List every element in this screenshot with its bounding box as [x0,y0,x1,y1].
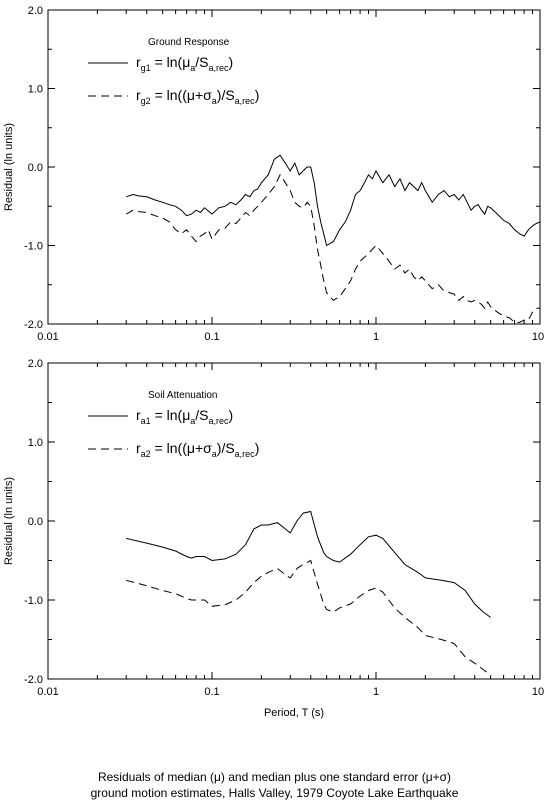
legend-entry-1: ra1 = ln(μa/Sa,rec) [136,407,233,426]
y-tick-label: 0.0 [28,162,43,174]
x-axis-label: Period, T (s) [264,707,324,719]
legend-title: Ground Response [148,37,230,48]
y-axis-label: Residual (ln units) [3,123,15,211]
y-tick-label: 1.0 [28,84,43,96]
y-tick-label: -2.0 [24,319,43,331]
legend-text-part: = ln(( [151,440,188,456]
x-tick-label: 0.01 [37,686,58,698]
legend-text-part: ) [229,407,234,423]
legend-text-part: ) [255,440,260,456]
y-tick-label: 2.0 [28,358,43,370]
legend-entry-2: rg2 = ln((μ+σa)/Sa,rec) [136,87,259,106]
legend-text-part: μ+σ [187,87,212,103]
legend-text-part: g2 [141,96,151,106]
legend-text-part: a [212,449,217,459]
legend-text-part: μ [182,54,190,70]
legend-text-part: a1 [141,416,151,426]
legend-title: Soil Attenuation [148,390,218,401]
legend-text-part: ) [255,87,260,103]
series-line-2 [125,173,540,323]
legend-text-part: /S [195,54,208,70]
legend-entry-1: rg1 = ln(μa/Sa,rec) [136,54,233,73]
x-tick-label: 0.1 [204,331,219,343]
legend-text-part: = ln(( [151,87,188,103]
legend-text-part: /S [195,407,208,423]
plot-frame [47,362,541,680]
x-tick-label: 0.1 [204,686,219,698]
legend-text-part: r [136,54,141,70]
series-line-2 [126,559,491,676]
legend-text-part: r [136,440,141,456]
legend-text-part: ) [229,54,234,70]
legend-text-part: a [190,416,195,426]
caption-line-2: ground motion estimates, Halls Valley, 1… [90,786,459,800]
legend-entry-2: ra2 = ln((μ+σa)/Sa,rec) [136,440,259,459]
x-tick-label: 10 [532,331,544,343]
x-tick-label: 0.01 [37,331,58,343]
legend-text-part: a2 [141,449,151,459]
legend-text-part: r [136,87,141,103]
y-tick-label: 0.0 [28,516,43,528]
legend-text-part: μ [182,407,190,423]
legend-text-part: a,rec [235,96,256,106]
series-line-1 [126,510,491,618]
legend-text-part: r [136,407,141,423]
caption-line-1: Residuals of median (μ) and median plus … [97,770,452,784]
legend-text-part: )/S [217,87,235,103]
legend-text-part: a [190,63,195,73]
figure-caption: Residuals of median (μ) and median plus … [0,769,549,801]
legend-text-part: μ+σ [187,440,212,456]
y-tick-label: -2.0 [24,674,43,686]
legend-text-part: a,rec [209,416,230,426]
x-tick-label: 1 [373,686,379,698]
legend-text-part: a,rec [235,449,256,459]
chart-panel-1: 0.01 0.1 1 10 2.0 1.0 0.0 -1.0 -2.0 Residual (ln … [3,5,544,343]
legend-text-part: )/S [217,440,235,456]
legend-text-part: a,rec [209,63,230,73]
x-tick-label: 10 [532,686,544,698]
y-tick-label: -1.0 [24,595,43,607]
plot-frame [47,9,541,325]
y-tick-label: 1.0 [28,437,43,449]
legend-text-part: a [212,96,217,106]
legend-text-part: g1 [141,63,151,73]
series-line-1 [126,154,541,247]
legend-text-part: = ln( [151,407,183,423]
y-axis-label: Residual (ln units) [3,477,15,565]
y-tick-label: 2.0 [28,5,43,17]
x-tick-label: 1 [373,331,379,343]
chart-panel-2: 0.01 0.1 1 10 2.0 1.0 0.0 -1.0 -2.0 Residual (ln … [3,358,544,719]
y-tick-label: -1.0 [24,241,43,253]
legend-text-part: = ln( [151,54,183,70]
